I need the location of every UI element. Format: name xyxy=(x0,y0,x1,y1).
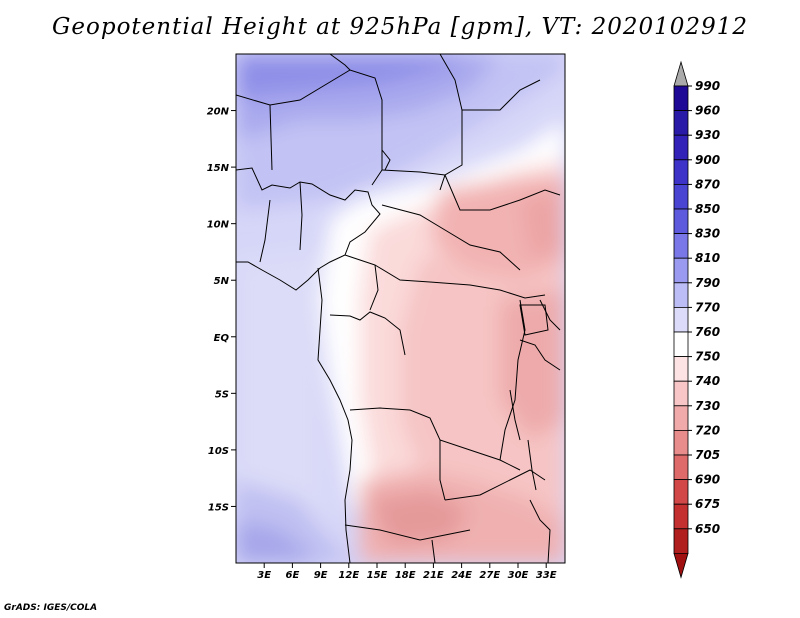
lake-malawi xyxy=(527,439,537,491)
colorbar-swatch xyxy=(673,257,689,284)
geopotential-field xyxy=(236,54,565,563)
colorbar-swatch xyxy=(673,134,689,161)
border-kenya xyxy=(539,299,561,331)
colorbar-label: 730 xyxy=(695,399,720,413)
border-cameroon xyxy=(344,254,379,311)
coastline-east-south xyxy=(529,499,551,563)
border-chad-car xyxy=(381,204,521,271)
border-sahel xyxy=(381,169,446,176)
colorbar-top-arrow xyxy=(673,60,689,87)
colorbar-label: 810 xyxy=(695,251,720,265)
footer-credit: GrADS: IGES/COLA xyxy=(4,603,98,613)
border-botswana xyxy=(431,539,436,563)
lat-tick-label: EQ xyxy=(214,333,230,344)
country-borders xyxy=(236,54,561,563)
colorbar-label: 990 xyxy=(695,79,720,93)
border-north-5 xyxy=(269,104,273,171)
colorbar-label: 705 xyxy=(695,448,720,462)
colorbar-label: 650 xyxy=(695,522,720,536)
colorbar-label: 930 xyxy=(695,128,720,142)
colorbar-label: 690 xyxy=(695,473,720,487)
colorbar-swatch xyxy=(673,405,689,431)
lon-tick-label: 30E xyxy=(508,570,529,581)
colorbar-swatch xyxy=(673,233,689,259)
border-sudan xyxy=(444,174,561,211)
colorbar-swatch xyxy=(673,306,689,333)
colorbar-swatch xyxy=(673,380,689,407)
colorbar-swatch xyxy=(673,85,689,112)
border-north-3 xyxy=(439,54,463,191)
border-gabon-congo xyxy=(329,311,406,356)
coastline-central-africa xyxy=(317,267,353,563)
lake-tanganyika xyxy=(509,389,521,441)
colorbar-label: 770 xyxy=(695,300,720,314)
colorbar-swatch xyxy=(673,503,689,530)
border-north-2 xyxy=(329,54,351,71)
colorbar-swatch xyxy=(673,208,689,235)
colorbar-swatch xyxy=(673,331,689,358)
colorbar-swatch xyxy=(673,479,689,505)
colorbar-label: 675 xyxy=(695,497,720,511)
coastline-west-africa xyxy=(236,167,381,291)
lon-tick-label: 12E xyxy=(338,570,359,581)
lon-tick-label: 33E xyxy=(536,570,557,581)
latitude-axis: 20N 15N 10N 5N EQ 5S 10S 15S xyxy=(207,107,236,513)
lon-tick-label: 21E xyxy=(423,570,444,581)
lat-tick-label: 20N xyxy=(207,107,230,118)
lat-tick-label: 10N xyxy=(207,220,230,231)
colorbar-swatch xyxy=(673,356,689,382)
lon-tick-label: 6E xyxy=(286,570,300,581)
colorbar-swatch xyxy=(673,528,689,554)
lat-tick-label: 15N xyxy=(207,163,230,174)
longitude-axis: 3E 6E 9E 12E 15E 18E 21E 24E 27E 30E 33E xyxy=(257,563,557,581)
colorbar-label: 960 xyxy=(695,104,720,118)
colorbar-label: 740 xyxy=(695,374,720,388)
colorbar: 990 960 930 900 870 850 830 810 790 770 760 750 740 7… xyxy=(673,60,720,579)
border-zambia-south xyxy=(444,469,546,501)
colorbar-label: 790 xyxy=(695,276,720,290)
border-west-1 xyxy=(259,199,271,263)
colorbar-swatch xyxy=(673,429,689,456)
lon-tick-label: 27E xyxy=(479,570,500,581)
map-title: Geopotential Height at 925hPa [gpm], VT:… xyxy=(52,14,748,40)
lon-tick-label: 9E xyxy=(314,570,328,581)
lon-tick-label: 3E xyxy=(257,570,271,581)
lon-tick-label: 15E xyxy=(367,570,388,581)
colorbar-swatch xyxy=(673,159,689,185)
lat-tick-label: 5S xyxy=(215,389,229,400)
lon-tick-label: 24E xyxy=(451,570,472,581)
colorbar-label: 750 xyxy=(695,350,720,364)
colorbar-swatch xyxy=(673,282,689,308)
colorbar-swatch xyxy=(673,110,689,136)
lat-tick-label: 15S xyxy=(208,502,229,513)
border-angola-zambia xyxy=(439,440,446,501)
border-west-2 xyxy=(299,181,303,251)
map-frame xyxy=(235,53,566,564)
border-car-drc xyxy=(374,264,546,299)
colorbar-label: 720 xyxy=(695,423,720,437)
colorbar-label: 850 xyxy=(695,202,720,216)
border-drc-south xyxy=(349,407,521,471)
colorbar-swatch xyxy=(673,454,689,481)
border-lake-chad xyxy=(381,149,391,171)
colorbar-label: 870 xyxy=(695,177,720,191)
lat-tick-label: 5N xyxy=(214,276,230,287)
colorbar-swatch xyxy=(673,183,689,210)
border-east-lakes xyxy=(519,339,561,371)
border-drc-east xyxy=(499,299,526,461)
border-namibia xyxy=(344,524,471,541)
lake-victoria xyxy=(519,304,549,336)
lon-tick-label: 18E xyxy=(395,570,416,581)
colorbar-label: 830 xyxy=(695,227,720,241)
border-north-4 xyxy=(462,79,541,111)
colorbar-label: 760 xyxy=(695,325,720,339)
colorbar-bottom-arrow xyxy=(673,553,689,579)
lat-tick-label: 10S xyxy=(208,446,229,457)
colorbar-label: 900 xyxy=(695,153,720,167)
